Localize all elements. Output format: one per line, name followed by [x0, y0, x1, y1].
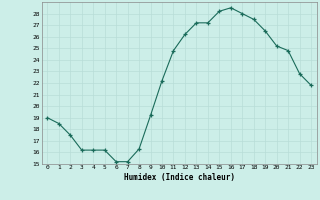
X-axis label: Humidex (Indice chaleur): Humidex (Indice chaleur)	[124, 173, 235, 182]
